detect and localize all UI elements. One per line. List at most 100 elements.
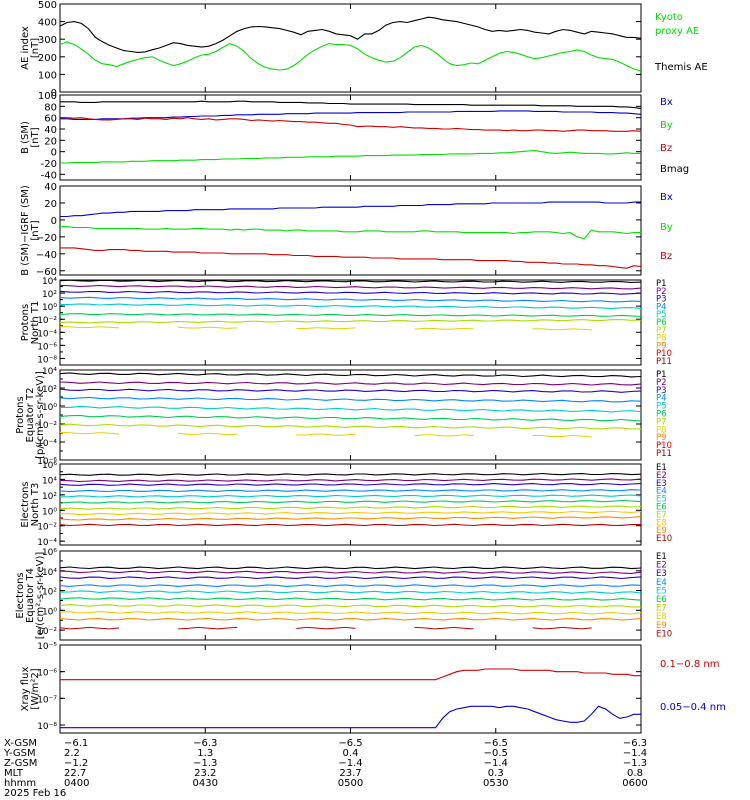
y-axis-label: B (SM)−IGRF (SM)[nT] (20, 185, 41, 276)
y-axis-label-line: B (SM) (20, 121, 31, 154)
legend-ae-1: proxy AE (655, 26, 699, 37)
series-line-p5 (59, 303, 642, 309)
series-line-e10 (187, 626, 198, 629)
y-axis-label-line: Xray flux (20, 667, 31, 712)
legend-p2-p8: P8 (656, 425, 667, 435)
legend-p1-p10: P10 (656, 349, 672, 359)
legend-e3-e8: E8 (656, 518, 667, 528)
legend-e4-e5: E5 (656, 586, 667, 596)
y-tick-label: 10⁴ (42, 367, 57, 377)
bottom-value-mlt-4: 0.8 (627, 768, 643, 779)
legend-x-0: 0.1−0.8 nm (660, 659, 719, 670)
panel-frame (59, 3, 642, 93)
series-line-e10 (434, 627, 445, 630)
y-axis-label-line: Protons (15, 396, 26, 433)
bottom-value-x-0: −6.1 (64, 738, 88, 749)
y-tick-label: 10⁻⁸ (37, 355, 57, 365)
y-axis-label: Xray flux[W/m²2] (20, 667, 41, 712)
series-line-p8 (227, 433, 238, 436)
series-line-e10 (207, 627, 218, 630)
legend-p2-p3: P3 (656, 386, 667, 396)
series-line-e2 (59, 570, 642, 575)
legend-p2-p7: P7 (656, 417, 667, 427)
series-line-p8 (581, 435, 592, 438)
legend-e4-e1: E1 (656, 552, 667, 562)
series-line-e10 (217, 627, 228, 630)
y-tick-label: 10⁻⁵ (37, 642, 57, 652)
bottom-value-y-3: −0.5 (484, 748, 508, 759)
legend-p2-p10: P10 (656, 441, 672, 451)
legend-p1-p1: P1 (656, 279, 667, 289)
series-line-e10 (315, 627, 326, 630)
legend-e3-e3: E3 (656, 479, 667, 489)
series-line-e9 (59, 617, 642, 621)
series-line-p8 (109, 432, 120, 435)
series-line-e10 (89, 626, 100, 629)
legend-p1-p8: P8 (656, 334, 667, 344)
bottom-value-z-1: −1.3 (193, 758, 217, 769)
series-line-e7 (59, 505, 642, 510)
legend-db-2: Bz (660, 251, 672, 262)
series-line-p8 (542, 434, 553, 438)
series-line-e1 (59, 566, 642, 570)
y-axis-label: AE index[nT] (20, 26, 41, 70)
legend-p1-p9: P9 (656, 341, 667, 351)
legend-p1-p3: P3 (656, 295, 667, 305)
series-line-e8 (60, 510, 642, 516)
series-line-e10 (197, 626, 208, 629)
bottom-value-y-1: 1.3 (197, 748, 213, 759)
row-label-mlt: MLT (4, 768, 24, 779)
legend-e4-e8: E8 (656, 612, 667, 622)
legend-p1-p6: P6 (656, 318, 667, 328)
bottom-value-hhmm-4: 0600 (622, 778, 647, 789)
row-label-zgsm: Z-GSM (4, 758, 37, 769)
y-axis-label-line: Protons (20, 304, 31, 341)
y-axis-label-line: [nT] (30, 127, 41, 147)
y-tick-label: 10⁻⁶ (37, 457, 57, 467)
series-line-bz (60, 117, 642, 132)
series-line-p8 (89, 326, 100, 328)
legend-e4-e2: E2 (656, 561, 667, 571)
y-tick-label: 10⁻⁴ (37, 538, 57, 548)
bottom-value-z-0: −1.2 (64, 758, 88, 769)
legend-p1-p7: P7 (656, 326, 667, 336)
series-line-e3 (59, 482, 642, 486)
y-tick-label: 0 (51, 148, 57, 159)
series-line-e10 (532, 627, 543, 630)
y-tick-label: −60 (36, 267, 57, 278)
date-label: 2025 Feb 16 (4, 788, 66, 799)
y-axis-label-line: Electrons (15, 572, 26, 618)
series-line-e4 (59, 489, 642, 493)
series-line-p8 (345, 327, 356, 329)
y-tick-label: 10² (42, 492, 57, 502)
panel-frame (59, 550, 642, 641)
series-line-e10 (552, 626, 563, 629)
legend-p2-p5: P5 (656, 402, 667, 412)
series-line-e10 (345, 626, 356, 629)
series-line-p8 (217, 327, 228, 329)
series-line-e8 (60, 611, 642, 615)
y-tick-label: 10⁰ (42, 303, 57, 313)
bottom-value-hhmm-2: 0500 (338, 778, 363, 789)
y-tick-label: 10² (42, 290, 57, 300)
series-line-0-1-0-8-nm (60, 668, 641, 681)
bottom-value-mlt-1: 23.2 (194, 768, 216, 779)
legend-b-2: Bz (660, 143, 672, 154)
bottom-value-hhmm-3: 0530 (483, 778, 508, 789)
series-line-p8 (572, 435, 582, 437)
series-line-bmag (60, 100, 642, 110)
y-axis-label-line: B (SM)−IGRF (SM) (20, 185, 31, 276)
y-axis-label-line: [e/(cm²-s-sr-keV)] (35, 552, 46, 640)
panel-frame (59, 463, 642, 546)
legend-db-0: Bx (660, 192, 673, 203)
series-line-e5 (59, 494, 642, 498)
y-axis-label-line: Equator T2 (25, 388, 36, 443)
series-line-e10 (227, 626, 238, 629)
legend-x-1: 0.05−0.4 nm (660, 702, 726, 713)
legend-e3-e1: E1 (656, 463, 667, 473)
bottom-value-z-4: −1.3 (623, 758, 647, 769)
series-line-p8 (453, 327, 464, 330)
series-line-e7 (59, 604, 642, 608)
